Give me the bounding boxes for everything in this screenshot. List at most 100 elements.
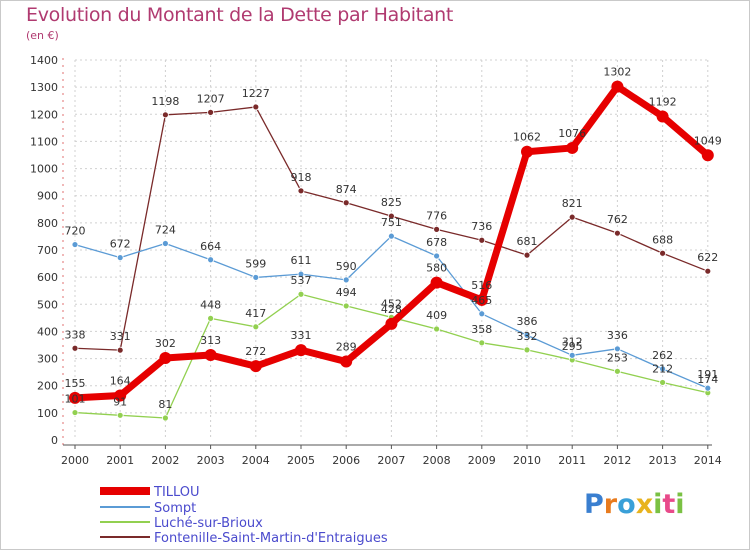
data-label: 874 <box>336 183 357 196</box>
data-point <box>340 355 353 368</box>
data-point <box>659 249 666 257</box>
data-point <box>252 274 260 281</box>
data-point <box>116 254 124 262</box>
data-label: 409 <box>426 309 447 322</box>
data-point <box>704 267 712 275</box>
brand-logo: Proxiti <box>584 489 685 520</box>
data-point <box>114 389 127 402</box>
y-tick-label: 1100 <box>30 135 58 148</box>
data-point <box>207 314 215 322</box>
data-point <box>614 229 621 237</box>
legend-label: Fontenille-Saint-Martin-d'Entraigues <box>154 531 388 546</box>
data-point <box>521 145 533 158</box>
data-label: 825 <box>381 196 402 209</box>
data-point <box>659 365 666 373</box>
data-label: 331 <box>110 330 131 343</box>
data-label: 1049 <box>694 134 722 147</box>
data-label: 262 <box>652 349 673 362</box>
data-point <box>478 310 486 318</box>
data-point <box>566 141 579 154</box>
chart-title: Evolution du Montant de la Dette par Hab… <box>26 4 454 26</box>
data-label: 516 <box>471 279 492 292</box>
data-point <box>568 351 576 359</box>
data-point <box>207 108 215 116</box>
data-label: 494 <box>336 286 357 299</box>
data-point <box>252 103 260 111</box>
legend-label: TILLOU <box>153 485 200 500</box>
y-tick-label: 500 <box>37 298 58 311</box>
x-tick-label: 2007 <box>377 454 405 467</box>
data-point <box>207 256 215 264</box>
data-label: 821 <box>562 197 583 210</box>
data-label: 664 <box>200 240 221 253</box>
data-label: 688 <box>652 233 673 246</box>
data-point <box>297 187 305 195</box>
data-label: 253 <box>607 351 628 364</box>
data-point <box>116 346 124 354</box>
data-label: 720 <box>65 225 86 238</box>
data-label: 1192 <box>649 95 677 108</box>
data-label: 358 <box>471 323 492 336</box>
data-point <box>523 251 531 259</box>
data-label: 622 <box>697 251 718 264</box>
data-point <box>204 349 217 362</box>
data-label: 336 <box>607 329 628 342</box>
x-tick-label: 2008 <box>423 454 451 467</box>
y-tick-label: 1300 <box>30 81 58 94</box>
data-point <box>249 360 262 373</box>
data-point <box>71 241 79 248</box>
data-point <box>701 149 714 162</box>
x-tick-label: 2003 <box>197 454 225 467</box>
y-tick-label: 1000 <box>30 163 58 176</box>
y-tick-label: 400 <box>37 325 58 338</box>
data-label: 1207 <box>197 92 225 105</box>
data-point <box>161 240 169 247</box>
data-point <box>430 276 443 289</box>
data-label: 736 <box>471 220 492 233</box>
data-label: 312 <box>562 335 583 348</box>
data-label: 452 <box>381 297 402 310</box>
data-point <box>297 290 305 298</box>
data-label: 164 <box>110 374 131 387</box>
legend-label: Luché-sur-Brioux <box>154 516 263 531</box>
data-point <box>342 199 350 207</box>
data-point <box>252 323 260 331</box>
data-label: 331 <box>291 329 312 342</box>
x-tick-label: 2011 <box>558 454 586 467</box>
data-point <box>478 339 486 347</box>
data-label: 91 <box>113 395 127 408</box>
data-label: 272 <box>245 345 266 358</box>
data-point <box>611 80 624 93</box>
data-point <box>614 345 621 353</box>
data-label: 1076 <box>558 127 586 140</box>
data-point <box>295 344 307 357</box>
data-label: 295 <box>562 340 583 353</box>
data-point <box>656 110 669 123</box>
data-point <box>704 384 712 392</box>
data-point <box>297 270 305 278</box>
data-label: 1198 <box>151 95 179 108</box>
x-tick-label: 2002 <box>151 454 179 467</box>
y-tick-label: 200 <box>37 380 58 393</box>
y-tick-label: 0 <box>51 434 58 447</box>
x-tick-label: 2012 <box>603 454 631 467</box>
data-point <box>568 213 576 221</box>
data-label: 1302 <box>603 66 631 79</box>
data-label: 101 <box>65 393 86 406</box>
data-label: 762 <box>607 213 628 226</box>
data-point <box>161 414 169 422</box>
data-label: 155 <box>65 377 86 390</box>
x-tick-label: 2013 <box>649 454 677 467</box>
chart-unit: (en €) <box>26 29 59 42</box>
x-tick-label: 2010 <box>513 454 541 467</box>
data-point <box>478 236 486 244</box>
data-label: 386 <box>517 315 538 328</box>
data-label: 338 <box>65 328 86 341</box>
data-point <box>385 317 398 330</box>
legend-label: Sompt <box>154 501 196 516</box>
data-point <box>342 302 350 310</box>
data-label: 590 <box>336 260 357 273</box>
data-point <box>659 379 666 386</box>
data-label: 448 <box>200 298 221 311</box>
